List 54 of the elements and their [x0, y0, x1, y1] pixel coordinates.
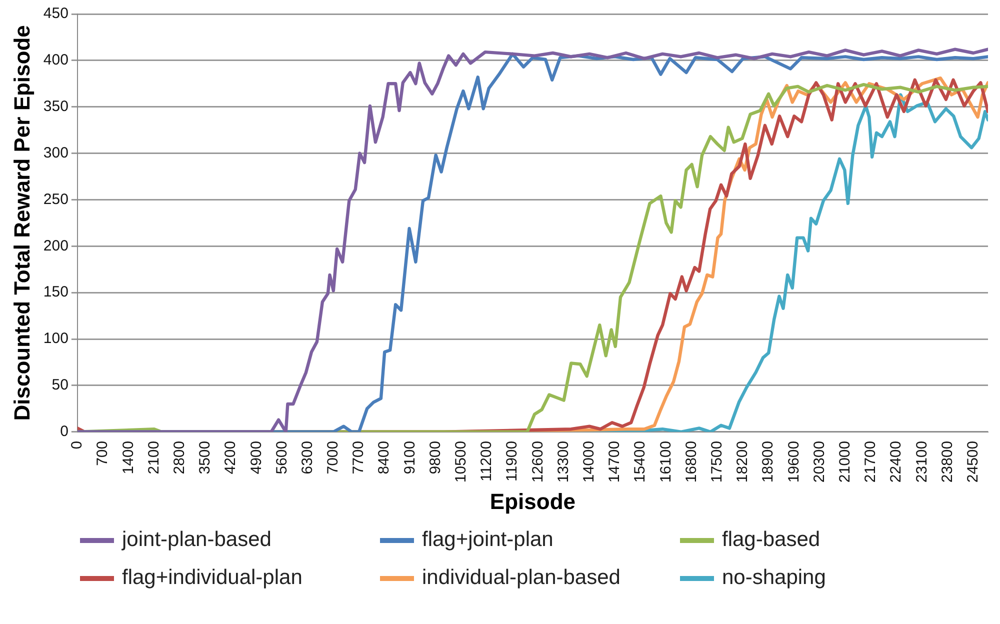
x-tick-label: 14700 [606, 440, 624, 483]
y-tick-label: 450 [43, 5, 68, 22]
x-tick-label: 24500 [964, 440, 982, 483]
x-tick-label: 2100 [145, 440, 162, 474]
y-axis-title: Discounted Total Reward Per Episode [9, 25, 34, 421]
x-tick-label: 0 [68, 440, 86, 450]
y-tick-label: 100 [43, 330, 68, 348]
x-axis-title: Episode [490, 488, 576, 514]
y-tick-label: 0 [60, 423, 68, 440]
x-tick-label: 2800 [170, 440, 188, 474]
legend-label: flag-based [722, 528, 820, 552]
x-tick-label: 9800 [426, 440, 444, 474]
legend-label: joint-plan-based [122, 528, 272, 552]
legend-label: flag+individual-plan [122, 566, 302, 590]
x-tick-label: 8400 [376, 440, 393, 474]
y-tick-label: 350 [43, 98, 68, 116]
x-tick-label: 15400 [632, 440, 649, 483]
x-tick-label: 7700 [350, 440, 368, 474]
x-tick-label: 3500 [196, 440, 214, 474]
x-tick-label: 21000 [836, 440, 854, 483]
x-tick-label: 22400 [888, 440, 905, 483]
legend-label: no-shaping [722, 566, 826, 590]
x-tick-label: 1400 [120, 440, 137, 474]
x-tick-label: 17500 [708, 440, 726, 483]
x-tick-label: 20300 [810, 440, 828, 483]
x-tick-label: 11900 [504, 440, 521, 482]
y-tick-label: 200 [43, 237, 68, 254]
x-tick-label: 700 [94, 440, 112, 466]
x-tick-label: 11200 [478, 440, 496, 482]
x-tick-label: 18900 [760, 440, 777, 483]
y-tick-label: 400 [43, 52, 68, 69]
x-tick-label: 4200 [222, 440, 240, 474]
x-tick-label: 7000 [324, 440, 342, 474]
x-tick-label: 23800 [938, 440, 956, 483]
x-tick-label: 14000 [580, 440, 598, 483]
x-tick-label: 12600 [529, 440, 546, 483]
legend-label: individual-plan-based [422, 566, 620, 590]
y-tick-label: 250 [43, 190, 68, 208]
x-tick-label: 4900 [248, 440, 265, 474]
x-tick-label: 19600 [785, 440, 802, 483]
x-tick-label: 16800 [682, 440, 700, 483]
x-tick-label: 21700 [862, 440, 880, 483]
x-tick-label: 13300 [554, 440, 572, 483]
x-tick-label: 16100 [657, 440, 674, 483]
legend-label: flag+joint-plan [422, 528, 554, 552]
x-tick-label: 10500 [452, 440, 470, 483]
y-tick-label: 300 [43, 144, 68, 162]
x-tick-label: 18200 [734, 440, 752, 483]
x-tick-label: 6300 [298, 440, 316, 474]
x-tick-label: 5600 [273, 440, 290, 474]
x-tick-label: 23100 [913, 440, 930, 483]
y-tick-label: 50 [52, 376, 68, 394]
x-tick-label: 9100 [401, 440, 418, 474]
y-tick-label: 150 [43, 284, 68, 301]
